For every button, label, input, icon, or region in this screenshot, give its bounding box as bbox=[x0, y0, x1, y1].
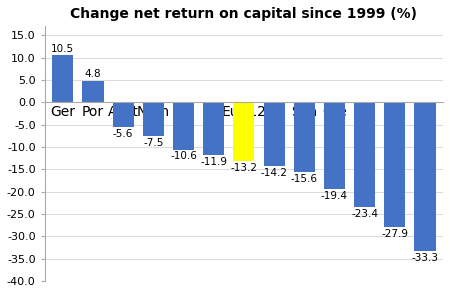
Text: 10.5: 10.5 bbox=[51, 44, 74, 54]
Bar bbox=[384, 102, 405, 227]
Bar bbox=[354, 102, 375, 207]
Bar bbox=[203, 102, 224, 156]
Text: -23.4: -23.4 bbox=[351, 209, 378, 219]
Bar bbox=[173, 102, 194, 150]
Text: -14.2: -14.2 bbox=[261, 168, 288, 178]
Text: -15.6: -15.6 bbox=[291, 174, 318, 184]
Text: -27.9: -27.9 bbox=[381, 229, 408, 239]
Bar bbox=[52, 55, 73, 102]
Bar bbox=[82, 81, 104, 102]
Text: 4.8: 4.8 bbox=[85, 69, 101, 79]
Bar bbox=[264, 102, 285, 166]
Bar bbox=[324, 102, 345, 189]
Text: -5.6: -5.6 bbox=[113, 129, 133, 139]
Text: -7.5: -7.5 bbox=[143, 138, 163, 148]
Bar bbox=[143, 102, 164, 136]
Text: -19.4: -19.4 bbox=[321, 191, 348, 201]
Text: -13.2: -13.2 bbox=[230, 163, 257, 173]
Text: -11.9: -11.9 bbox=[200, 157, 227, 167]
Text: -33.3: -33.3 bbox=[411, 253, 438, 263]
Bar bbox=[234, 102, 254, 161]
Bar bbox=[414, 102, 436, 251]
Bar bbox=[112, 102, 134, 127]
Title: Change net return on capital since 1999 (%): Change net return on capital since 1999 … bbox=[70, 7, 418, 21]
Text: -10.6: -10.6 bbox=[170, 151, 197, 161]
Bar bbox=[294, 102, 315, 172]
